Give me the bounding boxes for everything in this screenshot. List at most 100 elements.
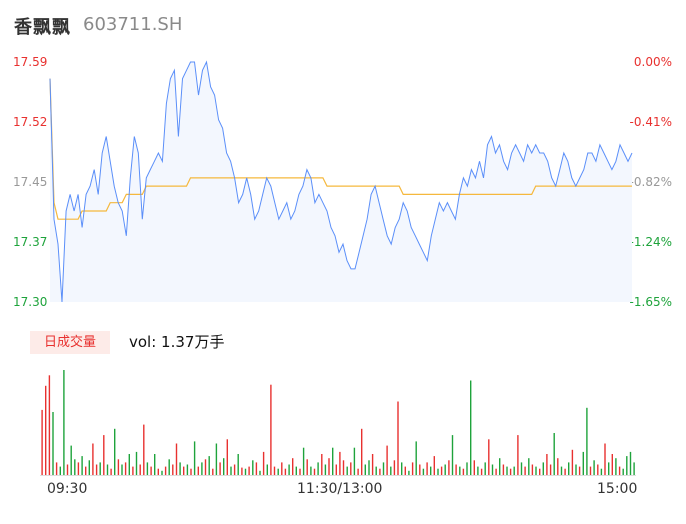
volume-bar	[528, 458, 530, 475]
y-tick-left: 17.37	[13, 235, 48, 249]
volume-bar	[393, 460, 396, 475]
volume-bar	[480, 468, 483, 475]
volume-bar	[560, 466, 563, 475]
volume-bar	[502, 464, 505, 475]
volume-bar	[335, 464, 337, 475]
volume-bar	[404, 466, 406, 475]
volume-bar	[321, 454, 323, 475]
volume-bar	[586, 407, 588, 475]
volume-bar	[85, 466, 87, 475]
volume-bar	[571, 449, 574, 475]
volume-bar	[353, 447, 356, 475]
volume-bar	[306, 459, 308, 476]
volume-bar	[368, 460, 370, 475]
volume-bar	[618, 466, 621, 475]
volume-bar	[299, 468, 301, 475]
volume-bar	[444, 464, 446, 475]
volume-bar	[70, 445, 72, 475]
volume-bar	[564, 468, 566, 475]
volume-bar	[212, 468, 214, 475]
volume-bar	[128, 454, 130, 475]
volume-bar	[401, 462, 403, 475]
volume-bar	[41, 409, 43, 475]
average-price-line	[49, 78, 632, 220]
volume-bar	[575, 464, 577, 475]
volume-bar	[230, 466, 232, 475]
volume-bar	[172, 464, 174, 475]
volume-bar	[433, 456, 435, 475]
volume-bar	[542, 462, 544, 475]
volume-bar	[208, 456, 210, 475]
volume-bar	[459, 466, 461, 475]
volume-bar	[219, 462, 221, 475]
volume-bar	[55, 462, 58, 475]
volume-bar	[63, 370, 65, 475]
volume-bar	[45, 385, 47, 476]
volume-bar	[611, 454, 613, 475]
volume-bar	[582, 451, 584, 475]
volume-bar	[324, 464, 327, 475]
volume-bar	[241, 467, 243, 475]
volume-bar	[197, 466, 199, 475]
volume-bar	[470, 380, 472, 475]
volume-bar	[477, 466, 479, 475]
volume-badge[interactable]: 日成交量	[30, 331, 110, 354]
volume-bar	[422, 468, 425, 475]
volume-bar	[114, 428, 116, 475]
volume-bar	[350, 462, 352, 475]
volume-bar	[466, 462, 468, 475]
volume-bar	[390, 466, 392, 475]
volume-bar	[553, 433, 555, 475]
volume-bar	[237, 454, 239, 475]
volume-bar	[604, 443, 606, 475]
volume-bar	[157, 468, 159, 475]
volume-bar	[106, 464, 109, 475]
volume-bar	[364, 464, 366, 475]
volume-bar	[95, 464, 98, 475]
volume-bar	[201, 462, 203, 475]
volume-bar	[154, 454, 156, 475]
volume-bar	[281, 462, 283, 475]
volume-bar	[531, 464, 534, 475]
y-tick-right: -1.65%	[629, 295, 672, 309]
volume-bar	[506, 466, 508, 475]
volume-bar	[139, 464, 141, 475]
volume-bar	[495, 468, 497, 475]
volume-bar	[622, 468, 624, 475]
price-line	[49, 60, 633, 303]
volume-bar	[539, 468, 541, 475]
volume-bar	[270, 384, 272, 475]
volume-bar	[578, 466, 581, 475]
volume-bar	[397, 401, 399, 475]
volume-bar	[244, 468, 247, 475]
volume-bar	[168, 459, 170, 476]
stock-name: 香飘飘	[14, 17, 71, 38]
volume-bar	[292, 458, 294, 475]
volume-bar	[313, 468, 316, 475]
y-tick-left: 17.30	[13, 295, 48, 309]
x-tick-label: 09:30	[47, 481, 88, 497]
volume-bar	[549, 464, 552, 475]
volume-bar	[488, 439, 490, 475]
volume-bar	[499, 458, 501, 475]
volume-bar	[589, 466, 592, 475]
volume-bar	[132, 466, 134, 475]
volume-bar	[59, 466, 61, 475]
y-tick-right: -0.82%	[629, 175, 672, 189]
volume-bar	[357, 468, 359, 475]
volume-bar	[215, 443, 218, 475]
volume-bar	[143, 424, 145, 475]
volume-bar	[473, 460, 475, 475]
y-tick-right: -1.24%	[629, 235, 672, 249]
volume-bar	[110, 468, 112, 475]
volume-bar	[328, 458, 330, 475]
volume-bar	[317, 462, 319, 475]
volume-bar	[593, 460, 595, 475]
stock-code: 603711.SH	[83, 14, 183, 35]
volume-bar	[448, 460, 450, 475]
volume-bar	[66, 464, 69, 475]
volume-bar	[346, 466, 348, 475]
volume-bar	[117, 459, 120, 476]
volume-bar	[615, 458, 617, 475]
